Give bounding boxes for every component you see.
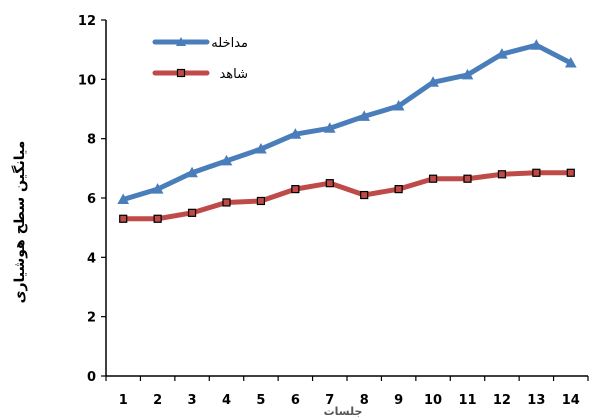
data-point	[186, 166, 198, 178]
x-tick-label: 1	[119, 393, 128, 408]
axes	[101, 19, 589, 381]
legend-label: شاهد	[219, 67, 248, 82]
data-point	[566, 168, 575, 177]
data-point	[427, 76, 439, 87]
data-point	[428, 174, 438, 183]
x-tick-label: 14	[562, 393, 580, 408]
data-point	[153, 214, 162, 223]
data-point	[117, 193, 130, 204]
data-point	[530, 39, 543, 50]
data-point	[461, 68, 474, 80]
x-tick-label: 7	[325, 393, 334, 408]
y-tick-labels: 0 2 4 6 8 10 12	[78, 14, 96, 385]
x-tick-label: 8	[360, 393, 369, 408]
x-tick-label: 9	[394, 393, 403, 408]
series-line-1	[120, 42, 574, 202]
data-point	[323, 122, 336, 133]
data-point	[220, 154, 233, 166]
data-point	[564, 56, 577, 68]
x-axis-label: جلسات	[324, 405, 363, 417]
y-tick-label: 6	[87, 192, 96, 207]
data-point	[360, 190, 369, 200]
data-point	[532, 168, 541, 177]
legend-marker	[176, 68, 186, 78]
data-point	[291, 185, 300, 194]
data-point	[394, 185, 403, 194]
data-point	[463, 174, 472, 183]
series-layer	[117, 39, 577, 223]
y-tick-label: 4	[87, 251, 96, 266]
data-point	[289, 128, 302, 139]
data-point	[187, 208, 197, 217]
x-tick-label: 13	[527, 393, 545, 408]
x-tick-label: 3	[188, 393, 197, 408]
data-point	[119, 214, 128, 223]
x-tick-label: 12	[493, 393, 511, 408]
y-tick-label: 12	[78, 14, 96, 29]
legend-marker	[176, 37, 186, 46]
y-tick-label: 0	[87, 370, 96, 385]
series-line-2	[120, 170, 574, 222]
data-point	[255, 143, 267, 154]
y-tick-label: 8	[87, 133, 96, 148]
data-point	[151, 183, 164, 194]
x-tick-label: 2	[153, 393, 162, 408]
y-axis-label: میانگین سطح هوشیاری	[11, 141, 28, 304]
x-tick-label: 5	[256, 393, 265, 408]
data-point	[497, 170, 507, 179]
x-tick-label: 11	[458, 393, 476, 408]
legend-label: مداخله	[211, 36, 248, 51]
data-point	[325, 179, 334, 188]
x-tick-labels: 1 2 3 4 5 6 7 8 9 10 11 12 13 14	[119, 393, 580, 408]
data-point	[358, 110, 371, 121]
data-point	[256, 196, 266, 206]
data-point	[392, 100, 405, 111]
data-point	[496, 48, 508, 59]
x-tick-label: 6	[291, 393, 300, 408]
data-point	[222, 198, 231, 207]
x-tick-label: 4	[222, 393, 231, 408]
y-tick-label: 2	[87, 311, 96, 326]
x-tick-label: 10	[424, 393, 442, 408]
legend: مداخله شاهد	[152, 36, 248, 82]
y-tick-label: 10	[78, 73, 96, 88]
